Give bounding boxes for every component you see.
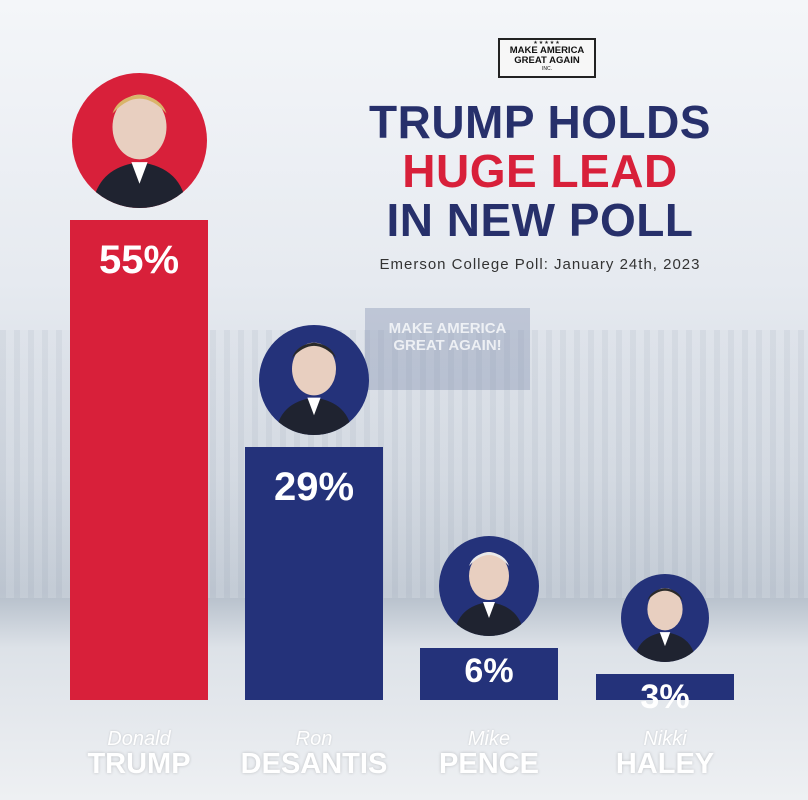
candidate-photo-desantis	[259, 325, 369, 435]
bar-trump: 55%	[70, 220, 208, 700]
bar-value-label: 29%	[273, 465, 355, 509]
maga-logo: ★★★★★ MAKE AMERICA GREAT AGAIN INC.	[498, 38, 596, 78]
bar-desantis: 29%	[245, 447, 383, 700]
candidate-last-name: DESANTIS	[240, 748, 388, 780]
headline-line1: TRUMP HOLDS	[369, 96, 711, 148]
candidate-photo-pence	[439, 536, 539, 636]
candidate-first-name: Ron	[295, 728, 333, 750]
candidate-photo-haley	[621, 574, 709, 662]
candidate-photo-trump	[71, 73, 207, 208]
bar-value-label: 55%	[98, 238, 180, 282]
poll-subtitle: Emerson College Poll: January 24th, 2023	[379, 256, 701, 273]
bar-pence: 6%	[420, 648, 558, 700]
logo-stars: ★★★★★	[533, 40, 561, 46]
candidate-first-name: Mike	[467, 728, 511, 750]
background-banner: MAKE AMERICA GREAT AGAIN!	[365, 308, 530, 390]
logo-line2: GREAT AGAIN	[514, 55, 580, 66]
bar-value-label: 6%	[464, 652, 514, 690]
candidate-last-name: TRUMP	[87, 748, 191, 780]
candidate-first-name: Donald	[107, 728, 171, 750]
logo-inc: INC.	[542, 66, 552, 72]
headline-line2: HUGE LEAD	[402, 145, 678, 197]
candidate-last-name: PENCE	[439, 748, 539, 780]
headline-line3: IN NEW POLL	[386, 194, 694, 246]
bar-value-label: 3%	[640, 678, 690, 716]
candidate-first-name: Nikki	[643, 728, 687, 750]
logo-line1: MAKE AMERICA	[509, 45, 585, 56]
bar-haley: 3%	[596, 674, 734, 716]
candidate-last-name: HALEY	[615, 748, 715, 780]
